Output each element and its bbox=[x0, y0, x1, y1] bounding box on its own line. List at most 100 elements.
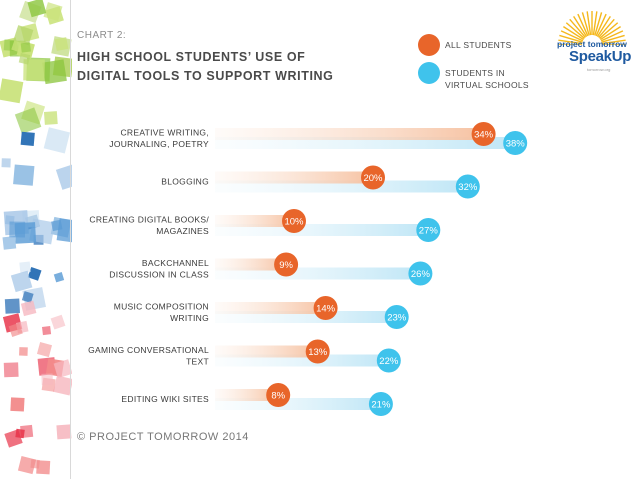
decor-square bbox=[53, 375, 72, 396]
decor-square bbox=[20, 131, 35, 146]
point-virtual-schools bbox=[455, 174, 480, 199]
point-virtual-schools bbox=[503, 131, 528, 155]
category-label-line: CREATING DIGITAL BOOKS/ bbox=[89, 214, 209, 224]
decor-square bbox=[20, 300, 37, 317]
point-all-students bbox=[274, 252, 299, 277]
decor-square bbox=[36, 460, 51, 475]
logo-main-text: SpeakUp bbox=[569, 48, 632, 65]
sun-ray bbox=[565, 22, 585, 39]
data-label-virtual-schools: 32% bbox=[458, 182, 478, 193]
decor-square bbox=[23, 59, 45, 81]
decor-square bbox=[43, 127, 71, 154]
sun-ray bbox=[581, 12, 590, 36]
bar-all-students bbox=[215, 171, 373, 184]
sun-ray bbox=[573, 16, 588, 37]
category-label: EDITING WIKI SITES bbox=[121, 394, 209, 404]
decor-square bbox=[2, 236, 17, 250]
decor-square bbox=[27, 0, 47, 18]
data-label-all-students: 9% bbox=[279, 260, 293, 271]
decor-square bbox=[3, 362, 19, 378]
sun-ray bbox=[563, 26, 584, 41]
sun-ray bbox=[601, 34, 625, 43]
sun-ray bbox=[592, 11, 598, 36]
decor-square bbox=[13, 164, 35, 186]
data-label-all-students: 34% bbox=[474, 130, 494, 141]
decor-square bbox=[4, 298, 21, 314]
point-all-students bbox=[266, 383, 291, 407]
legend-swatch-virtual-schools bbox=[418, 62, 440, 84]
sun-ray bbox=[577, 13, 589, 37]
decor-square bbox=[56, 424, 72, 440]
decor-square bbox=[8, 322, 23, 337]
sun-ray bbox=[558, 39, 583, 45]
sun-ray bbox=[559, 34, 583, 43]
decor-square bbox=[56, 218, 72, 244]
point-all-students bbox=[305, 339, 330, 364]
category-label-line: WRITING bbox=[170, 313, 209, 323]
legend-label-line: ALL STUDENTS bbox=[445, 40, 512, 50]
point-virtual-schools bbox=[408, 261, 433, 286]
decor-square bbox=[14, 107, 42, 134]
decor-square bbox=[20, 424, 34, 439]
sun-ray bbox=[600, 26, 621, 41]
sun-ray bbox=[595, 13, 607, 37]
sun-ray bbox=[586, 11, 592, 36]
decor-square bbox=[54, 37, 69, 51]
point-all-students bbox=[471, 122, 496, 146]
category-label-line: CREATIVE WRITING, bbox=[120, 127, 209, 137]
sun-ray bbox=[596, 16, 611, 37]
data-label-all-students: 13% bbox=[308, 347, 328, 358]
category-label-line: BLOGGING bbox=[161, 177, 209, 187]
decor-square bbox=[53, 359, 72, 379]
point-virtual-schools bbox=[376, 348, 401, 373]
category-label-line: GAMING CONVERSATIONAL bbox=[88, 345, 209, 355]
decor-square bbox=[0, 78, 24, 104]
data-label-virtual-schools: 26% bbox=[411, 269, 431, 280]
decor-square bbox=[41, 326, 52, 336]
category-label-line: TEXT bbox=[186, 356, 209, 366]
sun-ray bbox=[560, 30, 584, 42]
decor-square bbox=[42, 59, 67, 85]
data-label-virtual-schools: 38% bbox=[506, 139, 526, 150]
decor-square bbox=[21, 291, 34, 303]
legend-label-virtual-schools: STUDENTS IN VIRTUAL SCHOOLS bbox=[445, 67, 529, 91]
point-all-students bbox=[282, 209, 306, 233]
sun-ray bbox=[600, 30, 624, 42]
sun-ray bbox=[569, 18, 586, 38]
decor-square bbox=[45, 6, 64, 25]
category-label-line: EDITING WIKI SITES bbox=[121, 394, 209, 404]
decor-square bbox=[14, 222, 37, 244]
point-all-students bbox=[361, 165, 385, 190]
legend-label-all-students: ALL STUDENTS bbox=[445, 39, 512, 51]
decor-square bbox=[51, 219, 63, 232]
data-label-all-students: 20% bbox=[363, 173, 383, 184]
decor-square bbox=[50, 314, 66, 330]
category-label-line: JOURNALING, POETRY bbox=[109, 139, 209, 149]
point-virtual-schools bbox=[384, 305, 409, 329]
sun-ray bbox=[601, 39, 626, 45]
legend-label-line: VIRTUAL SCHOOLS bbox=[445, 80, 529, 90]
data-label-all-students: 14% bbox=[316, 304, 336, 315]
point-virtual-schools bbox=[368, 392, 393, 416]
category-label: BLOGGING bbox=[161, 177, 209, 187]
decor-square bbox=[1, 158, 11, 168]
data-label-all-students: 8% bbox=[271, 391, 285, 402]
chart-title-line-2: DIGITAL TOOLS TO SUPPORT WRITING bbox=[77, 69, 334, 83]
bar-all-students bbox=[215, 302, 326, 314]
decor-square bbox=[55, 163, 72, 190]
decor-square bbox=[19, 261, 31, 274]
category-label-line: MAGAZINES bbox=[156, 226, 209, 236]
legend-swatch-all-students bbox=[418, 34, 440, 56]
category-label: CREATIVE WRITING, JOURNALING, POETRY bbox=[109, 127, 209, 149]
sun-ray bbox=[594, 12, 603, 36]
decorative-squares bbox=[0, 0, 72, 475]
sunburst-icon bbox=[558, 11, 626, 45]
decor-square bbox=[4, 429, 23, 448]
data-label-virtual-schools: 22% bbox=[379, 356, 399, 367]
bar-all-students bbox=[215, 258, 287, 271]
decor-square bbox=[36, 342, 53, 358]
logo-url-text: tomorrow.org bbox=[587, 67, 611, 72]
logo-top-text: project tomorrow bbox=[557, 39, 627, 49]
